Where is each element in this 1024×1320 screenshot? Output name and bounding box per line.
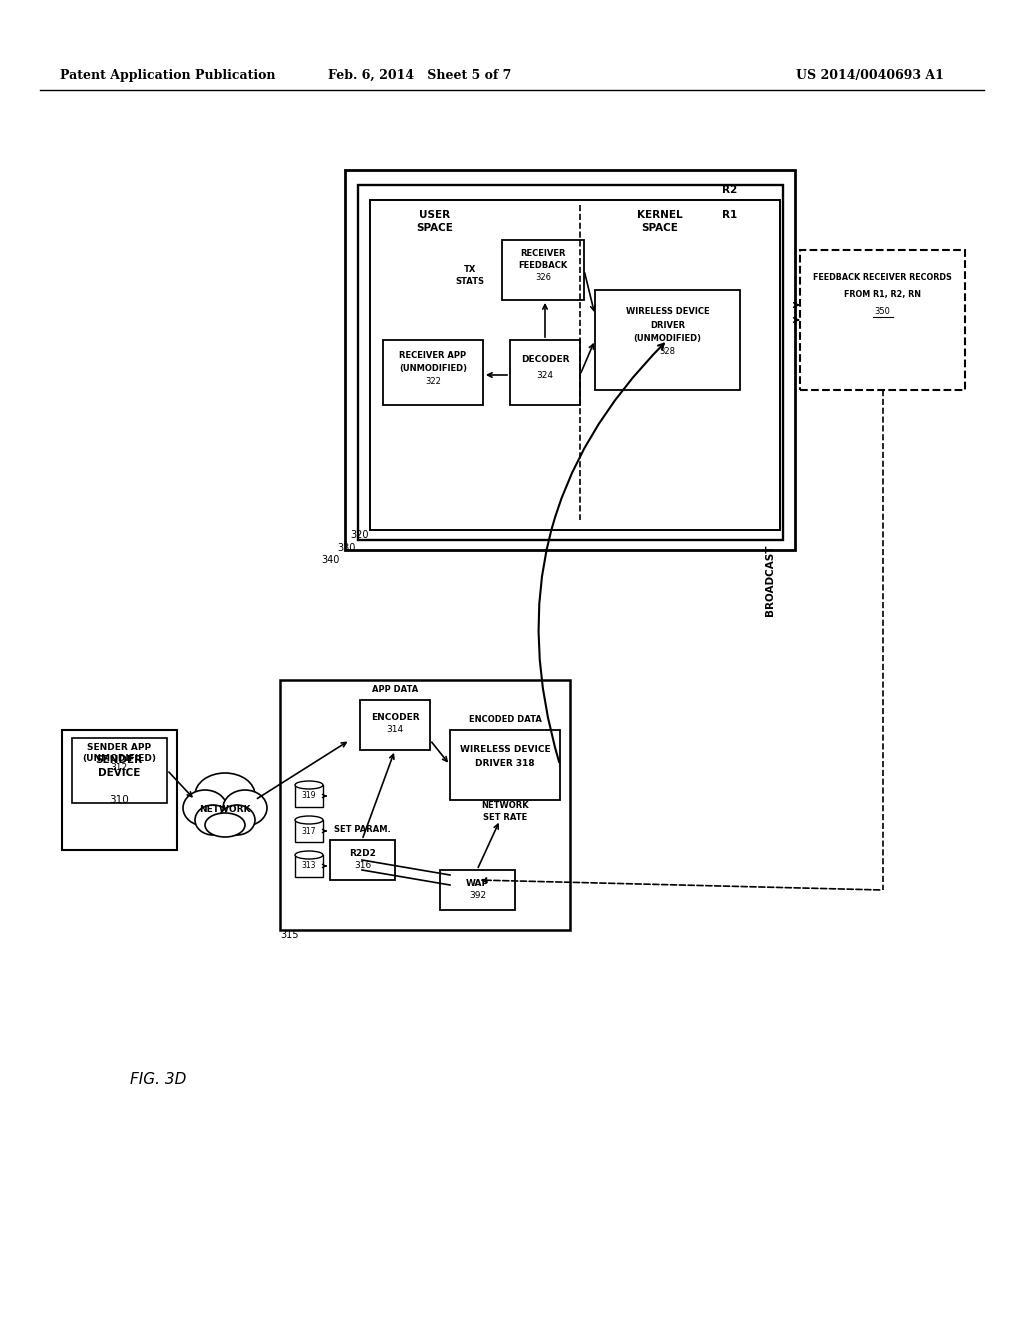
Text: RECEIVER APP: RECEIVER APP [399, 351, 467, 359]
Bar [383, 341, 483, 405]
Ellipse shape [195, 805, 231, 836]
Text: 330: 330 [337, 543, 355, 553]
Text: DRIVER: DRIVER [650, 321, 685, 330]
Text: (UNMODIFIED): (UNMODIFIED) [82, 754, 156, 763]
Bar [440, 870, 515, 909]
Text: 317: 317 [302, 826, 316, 836]
Bar [360, 700, 430, 750]
Ellipse shape [195, 774, 255, 817]
Text: RECEIVER: RECEIVER [520, 249, 565, 259]
Text: ENCODED DATA: ENCODED DATA [469, 715, 542, 725]
Bar [510, 341, 580, 405]
Text: USER: USER [420, 210, 451, 220]
Text: SPACE: SPACE [642, 223, 679, 234]
Bar [295, 785, 323, 807]
Text: TX: TX [464, 265, 476, 275]
Text: SET RATE: SET RATE [483, 813, 527, 822]
Text: BROADCAST: BROADCAST [765, 544, 775, 615]
Text: 392: 392 [469, 891, 486, 900]
Text: Feb. 6, 2014   Sheet 5 of 7: Feb. 6, 2014 Sheet 5 of 7 [329, 69, 512, 82]
Text: R2D2: R2D2 [349, 849, 376, 858]
Ellipse shape [295, 816, 323, 824]
Text: NETWORK: NETWORK [200, 805, 251, 814]
Text: (UNMODIFIED): (UNMODIFIED) [634, 334, 701, 342]
Bar [330, 840, 395, 880]
Bar [595, 290, 740, 389]
Bar [280, 680, 570, 931]
Text: WIRELESS DEVICE: WIRELESS DEVICE [460, 746, 550, 755]
Text: 350: 350 [874, 308, 891, 317]
Text: WAP: WAP [466, 879, 489, 887]
Ellipse shape [295, 851, 323, 859]
Text: 310: 310 [110, 795, 129, 805]
Text: 313: 313 [302, 862, 316, 870]
Text: R2: R2 [722, 185, 737, 195]
Ellipse shape [295, 781, 323, 789]
Text: SENDER: SENDER [95, 755, 142, 766]
Text: FROM R1, R2, RN: FROM R1, R2, RN [844, 290, 921, 300]
Text: FEEDBACK: FEEDBACK [518, 261, 567, 271]
Text: 312: 312 [111, 763, 128, 772]
Text: 324: 324 [537, 371, 554, 380]
Text: SPACE: SPACE [417, 223, 454, 234]
Bar [502, 240, 584, 300]
Ellipse shape [219, 805, 255, 836]
Ellipse shape [205, 813, 245, 837]
Text: DEVICE: DEVICE [98, 768, 140, 777]
Text: SENDER APP: SENDER APP [87, 743, 152, 752]
Text: DECODER: DECODER [521, 355, 569, 364]
Text: 316: 316 [354, 862, 371, 870]
Text: Patent Application Publication: Patent Application Publication [60, 69, 275, 82]
Text: NETWORK: NETWORK [481, 800, 528, 809]
Bar [358, 185, 783, 540]
Text: US 2014/0040693 A1: US 2014/0040693 A1 [796, 69, 944, 82]
Text: 319: 319 [302, 792, 316, 800]
Text: 326: 326 [535, 273, 551, 282]
Ellipse shape [223, 789, 267, 826]
Text: 315: 315 [281, 931, 299, 940]
Text: ENCODER: ENCODER [371, 713, 419, 722]
Text: STATS: STATS [456, 277, 484, 286]
Bar [370, 201, 780, 531]
Text: (UNMODIFIED): (UNMODIFIED) [399, 363, 467, 372]
Text: 314: 314 [386, 726, 403, 734]
Ellipse shape [183, 789, 227, 826]
Bar [295, 820, 323, 842]
Text: KERNEL: KERNEL [637, 210, 683, 220]
Bar [62, 730, 177, 850]
Bar [800, 249, 965, 389]
Bar [295, 855, 323, 876]
Text: FIG. 3D: FIG. 3D [130, 1072, 186, 1088]
Text: 328: 328 [659, 346, 676, 355]
Text: 320: 320 [351, 531, 370, 540]
Bar [345, 170, 795, 550]
Text: SET PARAM.: SET PARAM. [334, 825, 391, 834]
Text: 322: 322 [425, 376, 441, 385]
Text: APP DATA: APP DATA [372, 685, 418, 694]
Text: R1: R1 [722, 210, 737, 220]
Text: FEEDBACK RECEIVER RECORDS: FEEDBACK RECEIVER RECORDS [813, 273, 952, 282]
Text: WIRELESS DEVICE: WIRELESS DEVICE [626, 308, 710, 317]
Bar [450, 730, 560, 800]
Bar [72, 738, 167, 803]
Text: DRIVER 318: DRIVER 318 [475, 759, 535, 767]
Text: 340: 340 [321, 554, 339, 565]
